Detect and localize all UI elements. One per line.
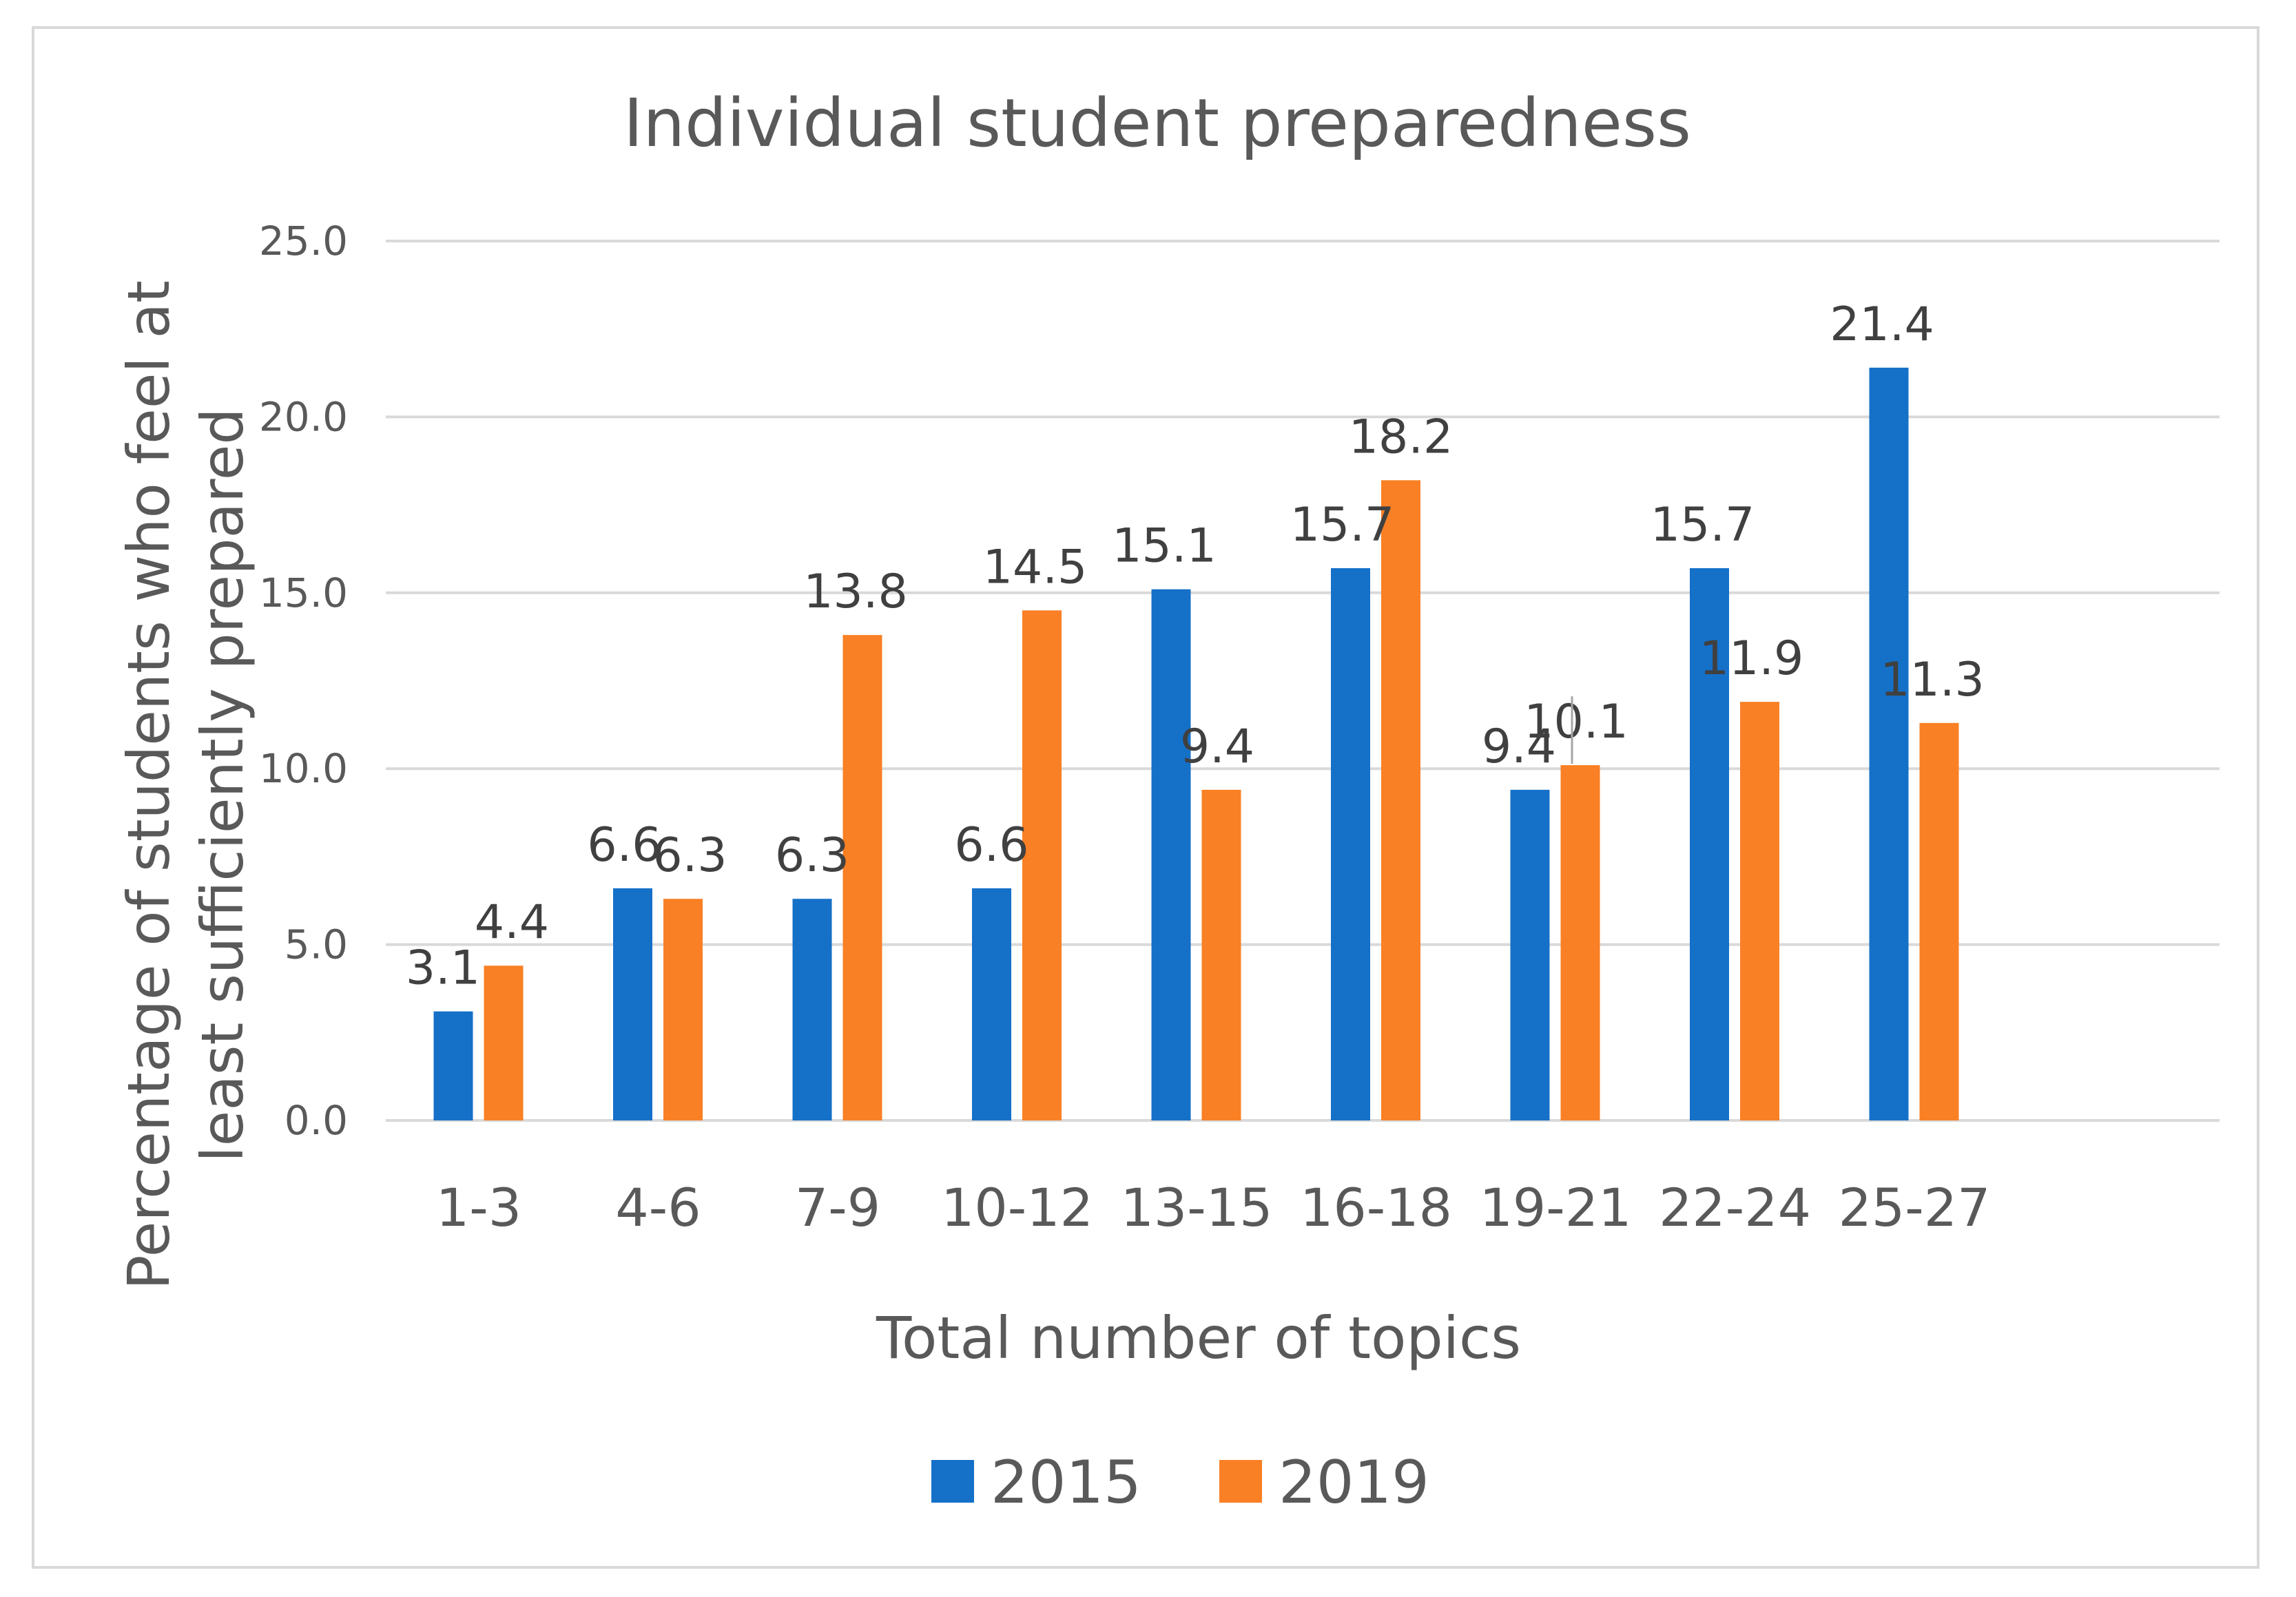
bar-2015-4-6	[613, 888, 652, 1120]
y-tick-label: 25.0	[259, 218, 348, 264]
data-label-2015-22-24: 15.7	[1651, 498, 1755, 552]
legend-label-2015: 2015	[991, 1448, 1141, 1517]
x-tick-label-10-12: 10-12	[941, 1177, 1093, 1238]
data-label-2019-19-21: 10.1	[1524, 695, 1628, 749]
bar-2019-25-27	[1919, 722, 1959, 1120]
bar-2019-19-21	[1560, 765, 1600, 1120]
y-axis-title-line-1: Percentage of students who feel at	[115, 280, 183, 1290]
x-tick-label-7-9: 7-9	[795, 1177, 880, 1238]
legend-label-2019: 2019	[1279, 1448, 1429, 1517]
bar-2019-1-3	[484, 965, 524, 1120]
data-label-2015-25-27: 21.4	[1830, 298, 1934, 352]
bar-2015-13-15	[1151, 589, 1191, 1120]
legend-swatch-2015	[931, 1460, 974, 1503]
bars	[433, 367, 1959, 1121]
x-tick-label-16-18: 16-18	[1300, 1177, 1452, 1238]
bar-2015-10-12	[972, 888, 1011, 1120]
data-label-2015-16-18: 15.7	[1290, 498, 1394, 552]
bar-2019-16-18	[1381, 480, 1420, 1120]
data-label-2015-13-15: 15.1	[1112, 519, 1216, 574]
bar-2019-7-9	[842, 635, 882, 1120]
bar-2015-1-3	[433, 1011, 473, 1120]
chart-title: Individual student preparedness	[623, 85, 1691, 162]
data-labels: 3.14.46.66.3 6.313.86.614.5 15.19.415.718.…	[406, 298, 1985, 996]
legend: 2015 2019	[931, 1448, 1429, 1517]
x-tick-label-19-21: 19-21	[1480, 1177, 1632, 1238]
bar-2015-7-9	[792, 899, 832, 1120]
y-tick-label: 0.0	[285, 1097, 348, 1144]
data-label-2019-13-15: 9.4	[1180, 720, 1254, 774]
data-label-2015-7-9: 6.3	[775, 828, 849, 883]
x-tick-label-22-24: 22-24	[1659, 1177, 1811, 1238]
x-tick-label-25-27: 25-27	[1839, 1177, 1991, 1238]
bar-2015-19-21	[1510, 789, 1550, 1120]
x-tick-label-4-6: 4-6	[615, 1177, 701, 1238]
y-axis-title-line-2: least sufficiently prepared	[189, 408, 256, 1162]
x-tick-label-1-3: 1-3	[436, 1177, 521, 1238]
bar-2015-25-27	[1869, 367, 1909, 1121]
bar-2015-16-18	[1331, 568, 1370, 1120]
bar-2019-13-15	[1201, 789, 1241, 1120]
y-tick-label: 5.0	[285, 921, 348, 968]
data-label-2019-4-6: 6.3	[652, 828, 727, 883]
x-axis-title: Total number of topics	[876, 1304, 1521, 1372]
data-label-2015-10-12: 6.6	[954, 818, 1028, 873]
data-label-2019-7-9: 13.8	[803, 565, 907, 619]
data-label-2019-25-27: 11.3	[1880, 653, 1984, 707]
data-label-2019-10-12: 14.5	[983, 540, 1087, 594]
x-axis-categories: 1-3 4-6 7-9 10-12 13-15 16-18 19-21 22-24 25-27	[436, 1177, 1990, 1238]
data-label-2019-1-3: 4.4	[475, 895, 549, 950]
y-axis-ticks: 0.0 5.0 10.0 15.0 20.0 25.0	[259, 218, 348, 1144]
data-label-2015-4-6: 6.6	[587, 818, 661, 873]
x-tick-label-13-15: 13-15	[1121, 1177, 1273, 1238]
bar-2019-4-6	[663, 899, 703, 1120]
legend-swatch-2019	[1219, 1460, 1262, 1503]
y-tick-label: 10.0	[259, 745, 348, 792]
bar-2019-10-12	[1022, 610, 1062, 1120]
bar-2019-22-24	[1740, 702, 1779, 1120]
data-label-2019-16-18: 18.2	[1349, 410, 1453, 464]
y-tick-label: 20.0	[259, 393, 348, 440]
bar-2015-22-24	[1690, 568, 1729, 1120]
data-label-2019-22-24: 11.9	[1699, 632, 1803, 686]
y-tick-label: 15.0	[259, 570, 348, 616]
data-label-2015-19-21: 9.4	[1482, 720, 1556, 774]
data-label-2015-1-3: 3.1	[406, 941, 480, 996]
